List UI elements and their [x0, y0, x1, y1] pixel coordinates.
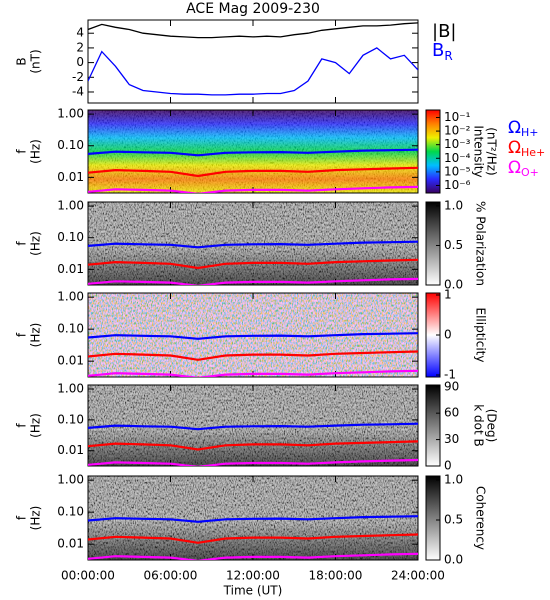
- colorbar-label: Ellipticity: [474, 308, 488, 363]
- y-tick-label: 0.01: [57, 537, 84, 551]
- y-axis-label: (Hz): [29, 413, 43, 438]
- series-line: [88, 185, 418, 193]
- colorbar-label: Coherency: [474, 486, 488, 550]
- y-axis-label: f: [15, 149, 29, 154]
- y-tick-label: 1.00: [57, 382, 84, 396]
- series-line: [88, 258, 418, 270]
- colorbar-tick-label: 1.0: [444, 473, 463, 487]
- series-line: [88, 277, 418, 285]
- series-line: [88, 552, 418, 560]
- y-tick-label: 0.01: [57, 262, 84, 276]
- series-line: [88, 240, 418, 249]
- colorbar: [425, 384, 441, 467]
- colorbar-label: (nT²/Hz): [485, 127, 499, 175]
- colorbar-tick-label: 10⁻²: [444, 124, 471, 138]
- x-tick-label: 12:00:00: [226, 569, 280, 583]
- colorbar-tick-label: 10⁻³: [444, 137, 471, 151]
- series-group: [88, 148, 418, 193]
- colorbar-tick-label: 0.5: [444, 238, 463, 252]
- legend-entry: ΩO+: [508, 158, 539, 179]
- colorbar-tick-label: 1.0: [444, 198, 463, 212]
- colorbar-tick-label: 0: [444, 459, 452, 473]
- y-axis-label: B: [15, 57, 29, 65]
- series-group: [88, 422, 418, 466]
- series-line: [88, 166, 418, 178]
- legend-entry: |B|: [432, 21, 456, 42]
- y-tick-label: -2: [72, 70, 84, 84]
- y-axis-label: (Hz): [29, 506, 43, 531]
- y-axis-label: f: [15, 332, 29, 337]
- series-line: [88, 422, 418, 431]
- y-tick-label: 2: [76, 40, 84, 54]
- colorbar-tick-label: 10⁻⁴: [444, 151, 471, 165]
- colorbar-label: Intensity: [472, 125, 486, 177]
- series-line: [88, 332, 418, 340]
- y-tick-label: 1.00: [57, 107, 84, 121]
- y-tick-label: 1.00: [57, 473, 84, 487]
- colorbar-tick-label: 30: [444, 432, 459, 446]
- colorbar-tick-label: 60: [444, 406, 459, 420]
- y-tick-label: 0.10: [57, 138, 84, 152]
- colorbar-tick-label: 1: [444, 288, 452, 302]
- y-tick-label: 1.00: [57, 199, 84, 213]
- series-group: [88, 240, 418, 285]
- y-tick-label: 4: [76, 26, 84, 40]
- y-tick-label: 0: [76, 55, 84, 69]
- series-line: [88, 533, 418, 544]
- series-line: [88, 440, 418, 451]
- series-line: [88, 458, 418, 466]
- y-tick-label: 0.01: [57, 354, 84, 368]
- y-tick-label: 0.01: [57, 170, 84, 184]
- colorbar-label: (Deg): [485, 409, 499, 443]
- y-tick-label: 0.10: [57, 412, 84, 426]
- colorbar-tick-label: 10⁻¹: [444, 110, 471, 124]
- y-axis-label: f: [15, 241, 29, 246]
- y-tick-label: 0.10: [57, 505, 84, 519]
- series-group: [88, 332, 418, 377]
- colorbar-tick-label: 10⁻⁵: [444, 164, 471, 178]
- series-line: [88, 515, 418, 523]
- y-axis-label: (nT): [29, 49, 43, 73]
- y-tick-label: 1.00: [57, 290, 84, 304]
- series-line: [88, 22, 418, 39]
- x-tick-label: 06:00:00: [144, 569, 198, 583]
- colorbar-tick-label: 0.0: [444, 553, 463, 567]
- colorbar: [425, 109, 441, 194]
- colorbar-label: k dot B: [472, 404, 486, 446]
- legend-entry: ΩHe+: [508, 138, 545, 159]
- series-line: [88, 148, 418, 157]
- y-tick-label: 0.10: [57, 322, 84, 336]
- legend-entry: BR: [432, 40, 453, 63]
- colorbar-label: % Polarization: [474, 201, 488, 286]
- series-group: [88, 515, 418, 560]
- colorbar: [425, 475, 441, 561]
- series-line: [88, 47, 418, 96]
- y-tick-label: 0.10: [57, 230, 84, 244]
- y-tick-label: -4: [72, 84, 84, 98]
- y-tick-label: 0.01: [57, 443, 84, 457]
- x-tick-label: 18:00:00: [309, 569, 363, 583]
- x-tick-label: 24:00:00: [391, 569, 445, 583]
- y-axis-label: f: [15, 515, 29, 520]
- chart-title: ACE Mag 2009-230: [186, 1, 320, 17]
- y-axis-label: (Hz): [29, 323, 43, 348]
- series-group: [88, 22, 418, 96]
- x-axis-label: Time (UT): [223, 584, 283, 598]
- colorbar-tick-label: 10⁻⁶: [444, 178, 471, 192]
- y-axis-label: (Hz): [29, 231, 43, 256]
- colorbar-tick-label: 0.5: [444, 513, 463, 527]
- series-line: [88, 350, 418, 361]
- legend-entry: ΩH+: [508, 118, 539, 139]
- y-axis-label: f: [15, 423, 29, 428]
- series-line: [88, 369, 418, 377]
- x-tick-label: 00:00:00: [61, 569, 115, 583]
- plot-frame: [87, 19, 419, 104]
- colorbar-tick-label: 0: [444, 328, 452, 342]
- colorbar: [425, 201, 441, 286]
- colorbar-tick-label: 90: [444, 379, 459, 393]
- colorbar-tick-label: -1: [444, 368, 456, 382]
- y-axis-label: (Hz): [29, 139, 43, 164]
- colorbar-tick-label: 0.0: [444, 278, 463, 292]
